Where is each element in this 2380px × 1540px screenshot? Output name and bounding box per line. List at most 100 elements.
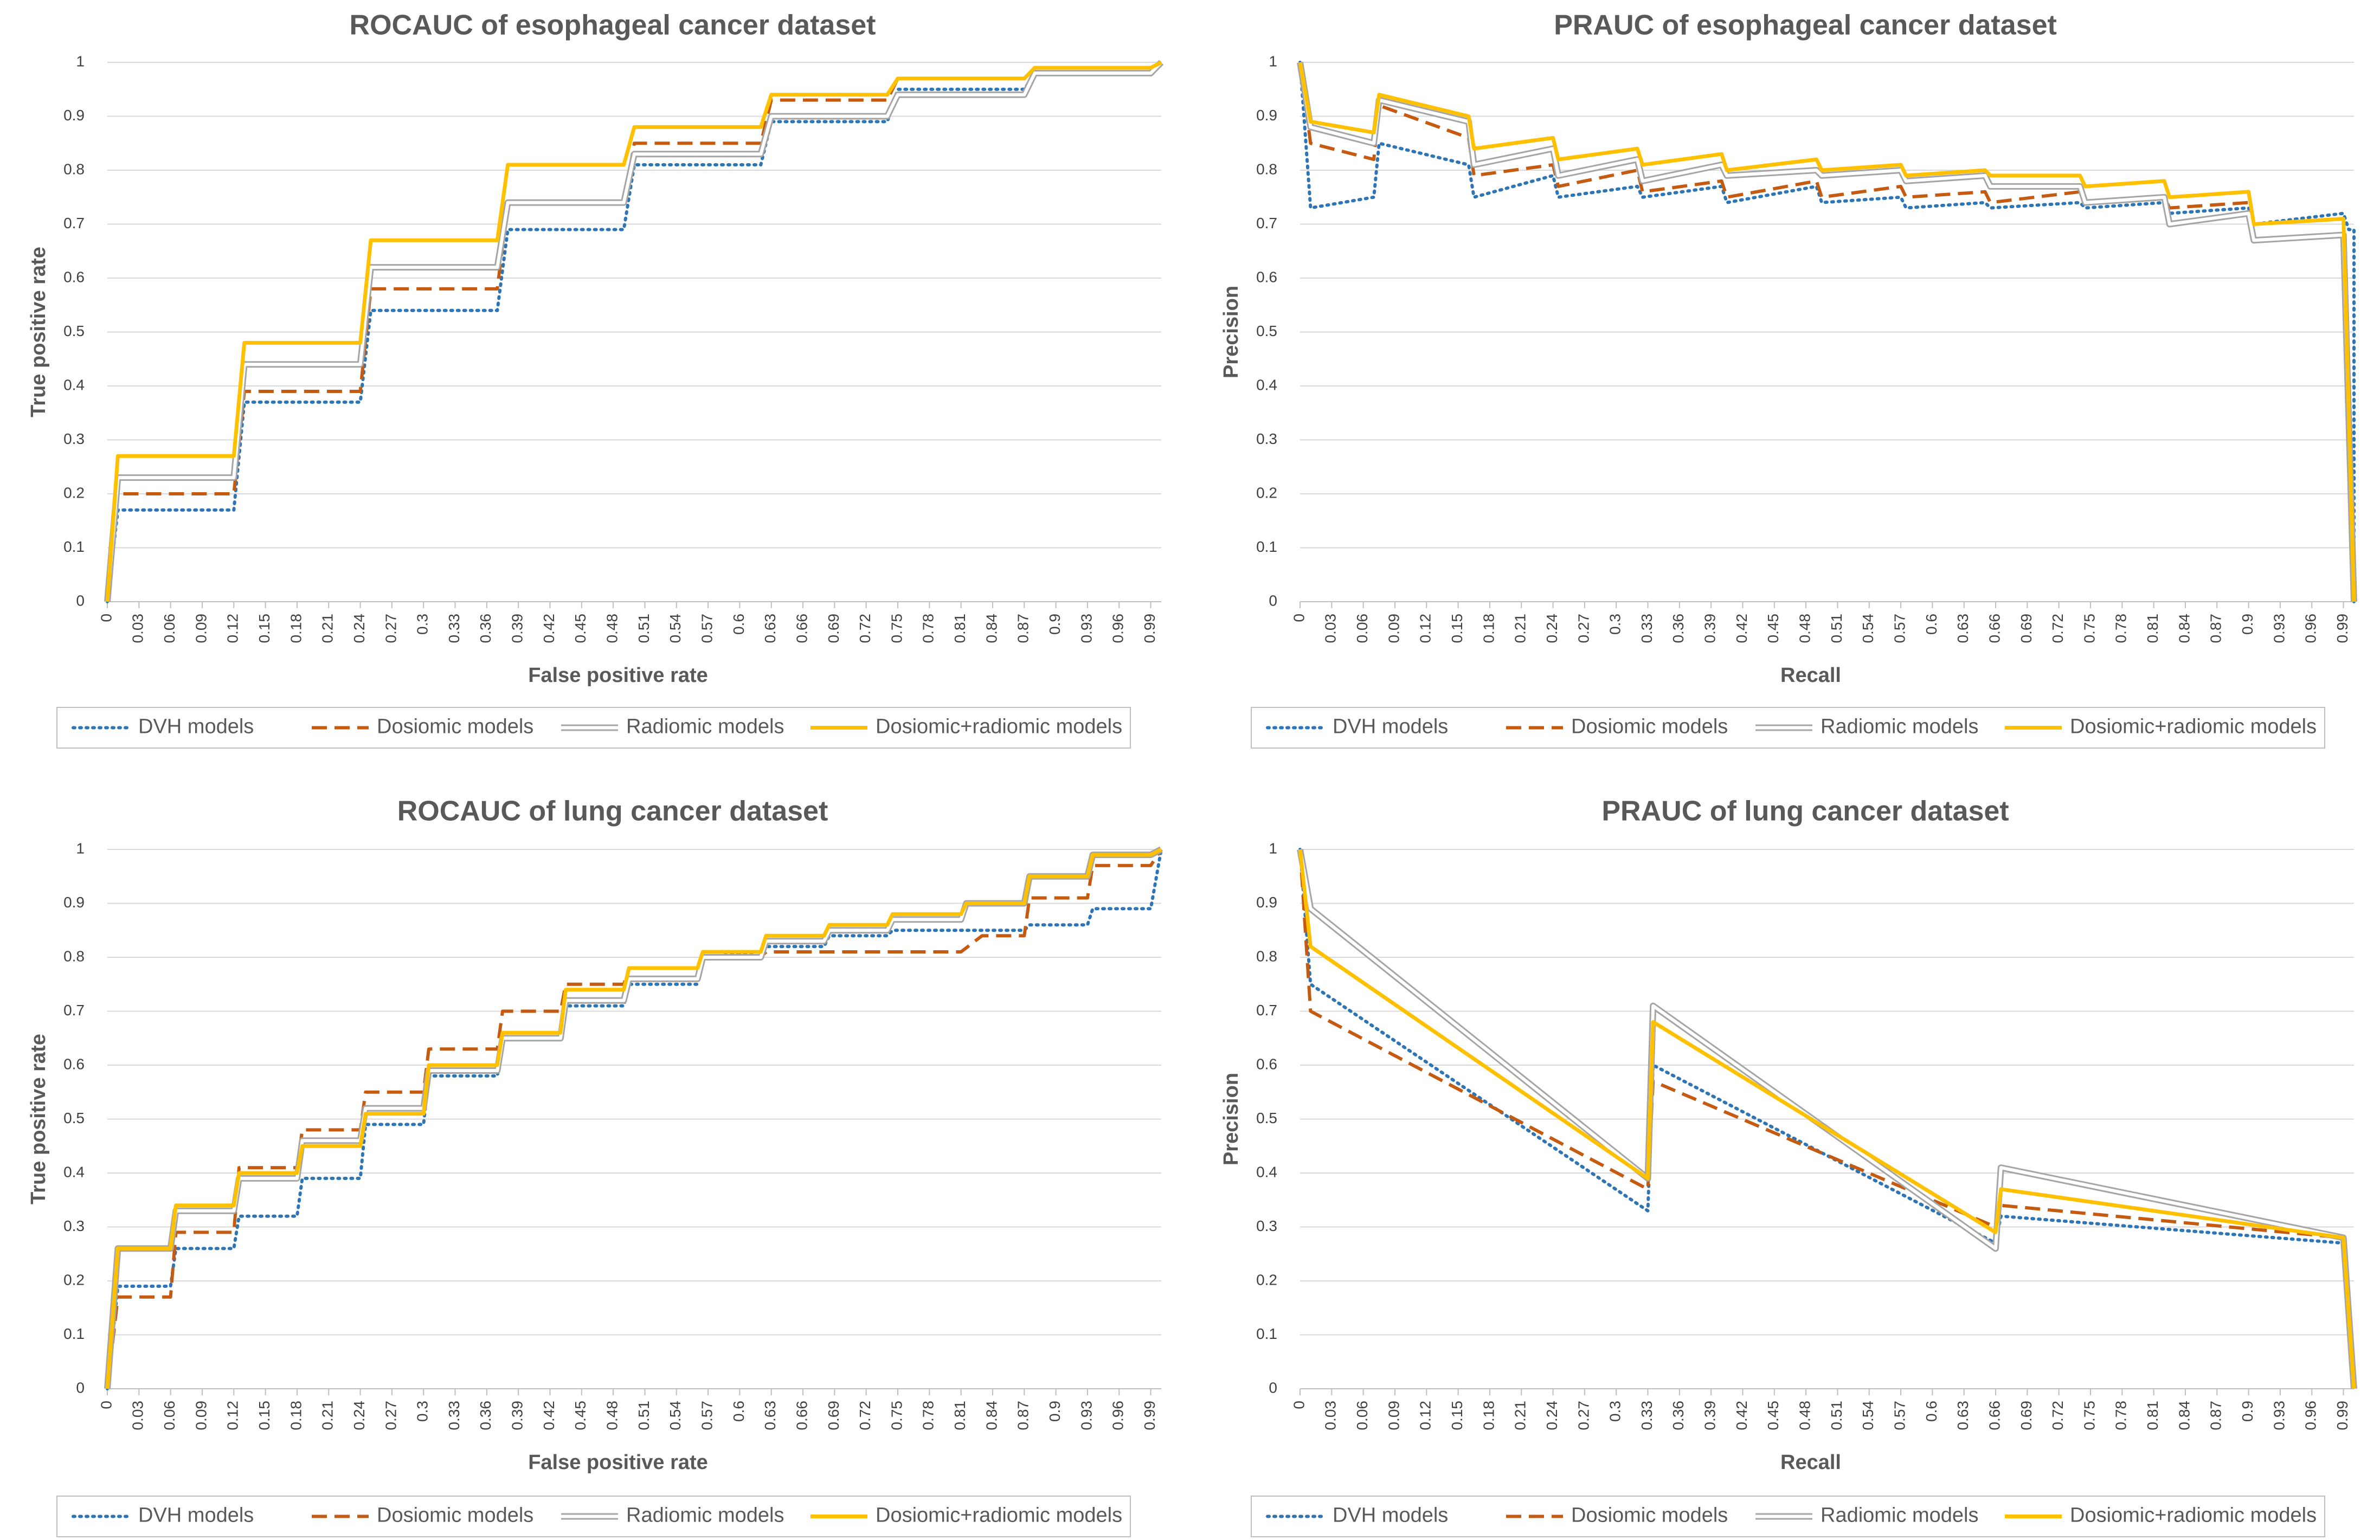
legend-label-dosiomic: Dosiomic models: [377, 716, 533, 738]
x-tick-label: 0.6: [730, 1401, 747, 1422]
y-tick-label: 0.2: [63, 1271, 85, 1288]
legend-label-dosiomic: Dosiomic models: [1571, 716, 1728, 738]
x-tick-label: 0.99: [2334, 1401, 2351, 1431]
y-axis-title: True positive rate: [27, 1034, 50, 1204]
x-tick-label: 0.93: [1078, 1401, 1095, 1431]
x-tick-label: 0.39: [509, 614, 526, 643]
chart-title: PRAUC of lung cancer dataset: [1601, 796, 2009, 827]
x-tick-label: 0: [1290, 614, 1307, 622]
chart-4: PRAUC of lung cancer dataset 0 0.1 0.2 0.3 0.…: [1220, 796, 2357, 1537]
x-tick-label: 0.54: [667, 614, 684, 643]
legend-label-dosiomic: Dosiomic models: [377, 1504, 533, 1527]
legend-label-radiomic: Radiomic models: [1821, 1504, 1978, 1527]
x-tick-label: 0.84: [983, 1401, 1000, 1431]
x-tick-label: 0.21: [1512, 614, 1529, 643]
x-tick-label: 0: [1290, 1401, 1307, 1409]
x-tick-label: 0.84: [2176, 614, 2192, 643]
x-tick-label: 0.27: [382, 614, 399, 643]
y-axis-title: Precision: [1220, 286, 1243, 378]
x-tick-label: 0.36: [1670, 614, 1687, 643]
y-tick-label: 0.7: [63, 215, 85, 231]
y-tick-label: 0.2: [63, 484, 85, 501]
x-tick-label: 0.63: [1954, 614, 1971, 643]
x-tick-label: 0.75: [2081, 1401, 2098, 1431]
legend: DVH models Dosiomic models Radiomic models…: [56, 1496, 1131, 1537]
y-tick-label: 1: [76, 840, 85, 856]
legend-box: [56, 1496, 1131, 1537]
x-tick-label: 0: [98, 614, 114, 622]
x-tick-label: 0.9: [2239, 614, 2256, 635]
legend-label-combined: Dosiomic+radiomic models: [876, 1504, 1122, 1527]
x-tick-label: 0.69: [825, 1401, 842, 1431]
y-tick-label: 1: [76, 53, 85, 69]
x-tick-label: 0.09: [1385, 1401, 1402, 1431]
legend: DVH models Dosiomic models Radiomic models…: [1251, 707, 2325, 749]
x-tick-label: 0.57: [698, 614, 715, 643]
x-tick-label: 0.84: [2176, 1401, 2192, 1431]
x-tick-label: 0.33: [1638, 1401, 1655, 1431]
x-tick-label: 0.45: [572, 1401, 589, 1431]
x-tick-label: 0.51: [635, 614, 652, 643]
x-tick-label: 0.12: [224, 1401, 241, 1431]
x-tick-label: 0.18: [1480, 614, 1497, 643]
y-tick-label: 0.2: [1256, 1271, 1277, 1288]
x-tick-label: 0.42: [541, 1401, 557, 1431]
y-tick-label: 0.8: [63, 948, 85, 964]
legend-label-combined: Dosiomic+radiomic models: [2070, 716, 2317, 738]
series-combined: [105, 60, 1162, 602]
series-combined: [105, 847, 1162, 1389]
x-tick-label: 0.66: [1986, 614, 2003, 643]
y-tick-label: 0.8: [1256, 948, 1277, 964]
x-tick-label: 0.33: [446, 614, 462, 643]
x-tick-label: 0.6: [1923, 614, 1940, 635]
x-axis-title: False positive rate: [528, 1451, 708, 1474]
x-tick-label: 0.33: [446, 1401, 462, 1431]
x-tick-label: 0.51: [1828, 614, 1845, 643]
x-tick-label: 0.78: [2113, 614, 2130, 643]
legend-label-combined: Dosiomic+radiomic models: [876, 716, 1122, 738]
x-tick-label: 0.69: [2018, 1401, 2035, 1431]
x-tick-label: 0.24: [351, 614, 368, 643]
x-tick-label: 0.48: [1797, 1401, 1813, 1431]
x-tick-label: 0.78: [920, 1401, 937, 1431]
chart-title: ROCAUC of lung cancer dataset: [397, 796, 828, 827]
legend-box: [1251, 1496, 2325, 1537]
x-tick-label: 0.63: [762, 614, 779, 643]
x-tick-label: 0.48: [1797, 614, 1813, 643]
x-tick-label: 0.99: [1141, 1401, 1158, 1431]
legend-label-dvh: DVH models: [1333, 716, 1448, 738]
x-tick-label: 0.72: [2049, 1401, 2066, 1431]
x-tick-label: 0.75: [2081, 614, 2098, 643]
x-tick-label: 0.63: [762, 1401, 779, 1431]
x-tick-label: 0.36: [477, 1401, 494, 1431]
x-tick-label: 0.45: [1765, 1401, 1781, 1431]
x-tick-label: 0.48: [604, 614, 621, 643]
y-tick-label: 0.1: [63, 538, 85, 555]
x-tick-label: 0.24: [1543, 614, 1560, 643]
x-tick-label: 0.9: [2239, 1401, 2256, 1422]
x-tick-label: 0.12: [1417, 1401, 1434, 1431]
y-tick-label: 0.6: [63, 268, 85, 285]
y-axis-title: True positive rate: [27, 247, 50, 417]
legend-label-dosiomic: Dosiomic models: [1571, 1504, 1728, 1527]
x-tick-label: 0.96: [2302, 614, 2319, 643]
x-tick-label: 0.69: [825, 614, 842, 643]
legend-box: [1251, 707, 2325, 749]
x-tick-label: 0.39: [509, 1401, 526, 1431]
y-tick-label: 0.1: [63, 1325, 85, 1342]
x-tick-label: 0.12: [224, 614, 241, 643]
x-tick-label: 0.54: [667, 1401, 684, 1431]
y-tick-label: 0.4: [1256, 376, 1277, 393]
y-tick-label: 1: [1269, 840, 1277, 856]
x-tick-label: 0.96: [1110, 1401, 1127, 1431]
x-tick-label: 0.66: [1986, 1401, 2003, 1431]
x-tick-label: 0.3: [414, 614, 431, 635]
legend-label-radiomic: Radiomic models: [1821, 716, 1978, 738]
y-tick-label: 0.2: [1256, 484, 1277, 501]
x-tick-label: 0.21: [319, 614, 336, 643]
y-tick-label: 0.7: [1256, 1002, 1277, 1019]
series-combined: [1298, 62, 2356, 602]
y-tick-label: 0.9: [1256, 107, 1277, 124]
x-tick-label: 0.09: [1385, 614, 1402, 643]
x-tick-label: 0.33: [1638, 614, 1655, 643]
